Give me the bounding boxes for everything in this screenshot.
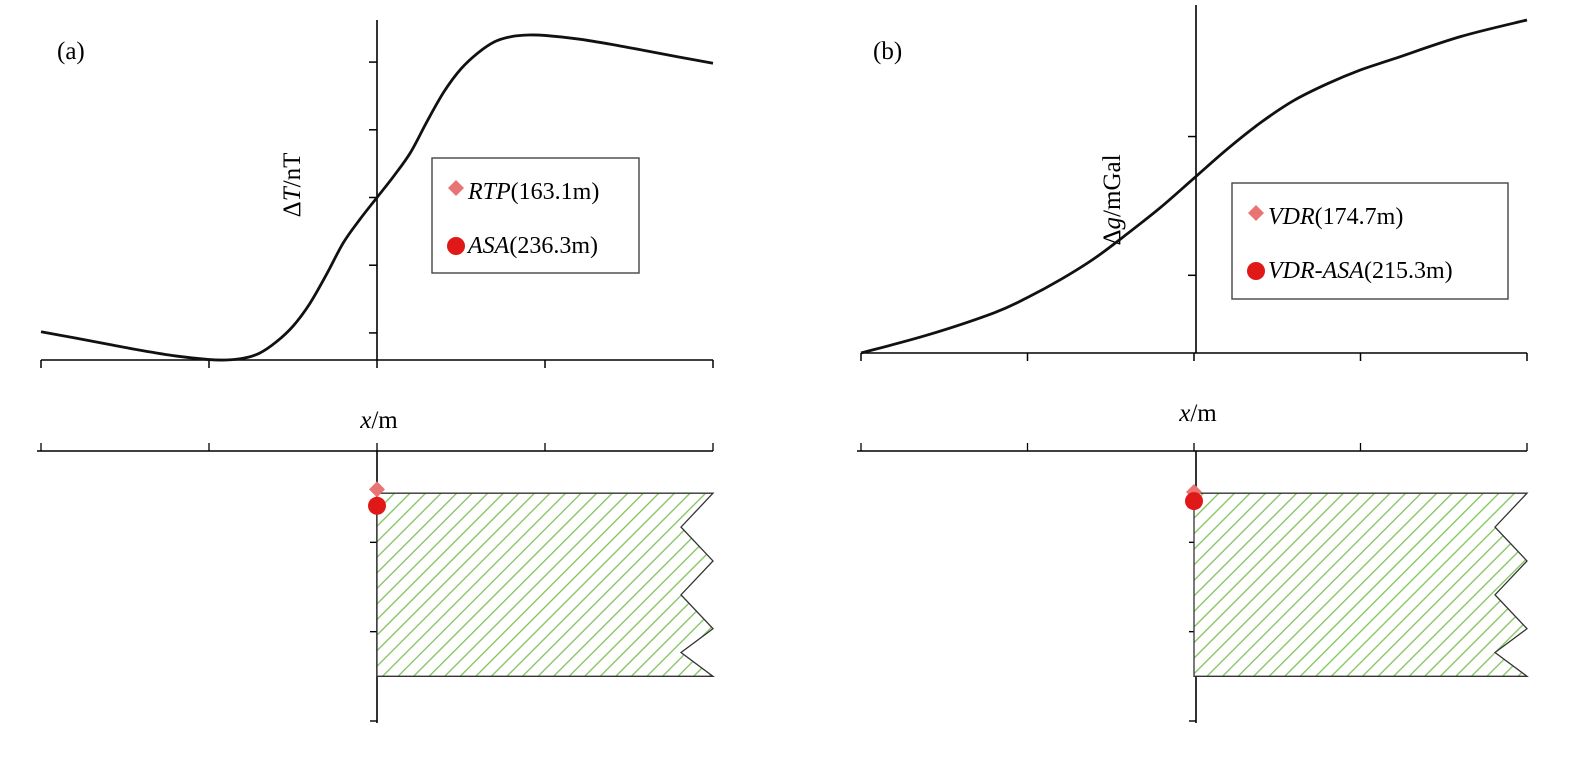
depth-section-b [857, 443, 1529, 723]
legend-diamond-marker [1248, 205, 1264, 221]
profile-legend-a: RTP(163.1m) ASA(236.3m) [431, 157, 640, 274]
series-line-0 [40, 33, 714, 362]
geologic-body [1193, 492, 1529, 677]
x-axis-title: x/m [359, 407, 398, 434]
y-axis-title: Δg/mGal [1099, 154, 1126, 245]
series-line-0 [860, 18, 1528, 355]
legend-diamond-marker [448, 180, 464, 196]
legend-circle-marker [1247, 262, 1265, 280]
geologic-body [376, 492, 715, 677]
legend-entry-label: RTP(163.1m) [467, 179, 599, 205]
legend-entry-label: ASA(236.3m) [466, 233, 598, 259]
legend-circle-marker [447, 237, 465, 255]
panel-label-a: (a) [57, 38, 85, 65]
legend-box [1231, 182, 1509, 300]
depth-circle-marker [368, 496, 386, 515]
depth-diamond-marker [369, 481, 385, 498]
y-axis-title: ΔT/nT [279, 153, 306, 218]
x-axis-title: x/m [1178, 400, 1217, 427]
legend-entry-label: VDR-ASA(215.3m) [1268, 258, 1453, 284]
legend-entry-label: VDR(174.7m) [1268, 204, 1403, 230]
depth-section-a [37, 443, 715, 723]
panel-b: (b) x/m Δg/mGal VDR(174.7m) VDR-ASA(215.3m… [857, 5, 1529, 723]
panel-a: (a) x/m ΔT/nT RTP(163.1m) ASA(236.3m) [37, 20, 715, 723]
legend-box [431, 157, 640, 274]
profile-legend-b: VDR(174.7m) VDR-ASA(215.3m) [1231, 182, 1509, 300]
depth-circle-marker [1185, 492, 1203, 511]
panel-label-b: (b) [873, 38, 902, 65]
profile-plot-a: x/m ΔT/nT [40, 20, 714, 434]
profile-plot-b: x/m Δg/mGal [860, 5, 1528, 427]
